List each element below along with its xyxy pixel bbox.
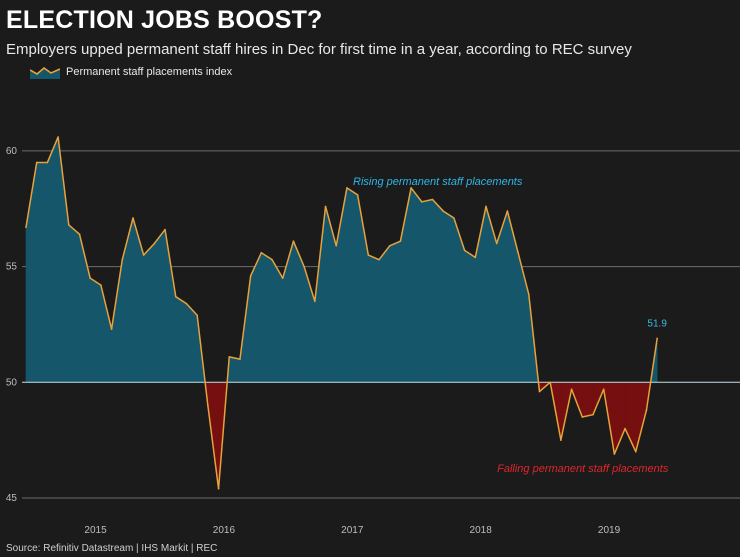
data-point [174, 295, 177, 298]
data-point [164, 228, 166, 231]
data-point [142, 254, 145, 256]
data-point [624, 427, 626, 430]
data-point [431, 198, 434, 201]
y-tick-label: 50 [6, 377, 18, 388]
data-point [634, 450, 637, 453]
data-point [207, 404, 209, 407]
data-point [89, 277, 91, 279]
data-point [645, 409, 648, 411]
data-point [110, 328, 113, 330]
data-point [121, 258, 124, 261]
data-point [399, 240, 402, 242]
x-tick-label: 2019 [598, 525, 621, 536]
data-point [378, 258, 380, 261]
data-point [249, 275, 252, 277]
annotation-falling: Falling permanent staff placements [497, 463, 669, 475]
data-point [367, 254, 370, 256]
x-tick-label: 2017 [341, 525, 364, 536]
y-tick-label: 60 [6, 146, 18, 157]
last-value-label: 51.9 [647, 318, 667, 329]
data-point [453, 217, 455, 219]
x-tick-label: 2015 [84, 525, 107, 536]
data-point [538, 390, 541, 393]
data-point [517, 251, 519, 254]
data-point [410, 187, 412, 189]
annotation-rising: Rising permanent staff placements [353, 176, 523, 188]
data-point [388, 244, 391, 247]
x-tick-label: 2018 [470, 525, 493, 536]
legend-swatch-fill [30, 68, 60, 79]
data-point [25, 226, 27, 229]
data-point [100, 284, 102, 286]
legend-label: Permanent staff placements index [66, 66, 233, 78]
data-point [613, 453, 616, 455]
y-tick-label: 45 [6, 493, 18, 504]
data-point [421, 201, 423, 203]
data-point [485, 205, 487, 208]
data-point [292, 240, 295, 242]
data-point [132, 217, 134, 219]
chart-subtitle: Employers upped permanent staff hires in… [6, 41, 632, 58]
data-point [495, 242, 498, 245]
data-point [356, 194, 359, 196]
data-point [602, 388, 605, 391]
data-point [581, 416, 584, 418]
data-point [527, 293, 530, 296]
source-note: Source: Refinitiv Datastream | IHS Marki… [6, 543, 218, 554]
data-point [314, 300, 316, 303]
data-point [474, 256, 477, 259]
data-point [153, 242, 156, 245]
chart-title: ELECTION JOBS BOOST? [6, 6, 323, 34]
data-point [335, 244, 338, 247]
series-line [25, 136, 658, 490]
data-point [78, 233, 81, 236]
x-tick-label: 2016 [213, 525, 236, 536]
data-point [442, 210, 445, 212]
data-point [57, 136, 59, 138]
legend: Permanent staff placements index [30, 62, 232, 82]
data-point [228, 356, 231, 358]
data-point [46, 161, 49, 164]
data-point [239, 358, 241, 360]
area-above-50 [25, 136, 658, 383]
data-point [506, 210, 509, 212]
data-point [35, 161, 38, 164]
legend-swatch [30, 66, 60, 79]
data-point [67, 224, 70, 226]
data-point [260, 251, 263, 254]
data-point [185, 302, 188, 305]
data-point [324, 205, 327, 208]
data-point [560, 439, 562, 441]
data-point [303, 265, 305, 268]
data-point [463, 249, 466, 252]
y-tick-label: 55 [6, 262, 18, 273]
data-point [570, 388, 573, 391]
legend-swatch-line [30, 66, 60, 75]
data-point [217, 487, 220, 490]
data-point [549, 381, 551, 384]
data-point [271, 258, 273, 261]
data-point [592, 413, 594, 416]
data-point [281, 277, 284, 279]
data-point [196, 314, 198, 316]
data-point [656, 337, 658, 340]
data-point [346, 187, 348, 189]
